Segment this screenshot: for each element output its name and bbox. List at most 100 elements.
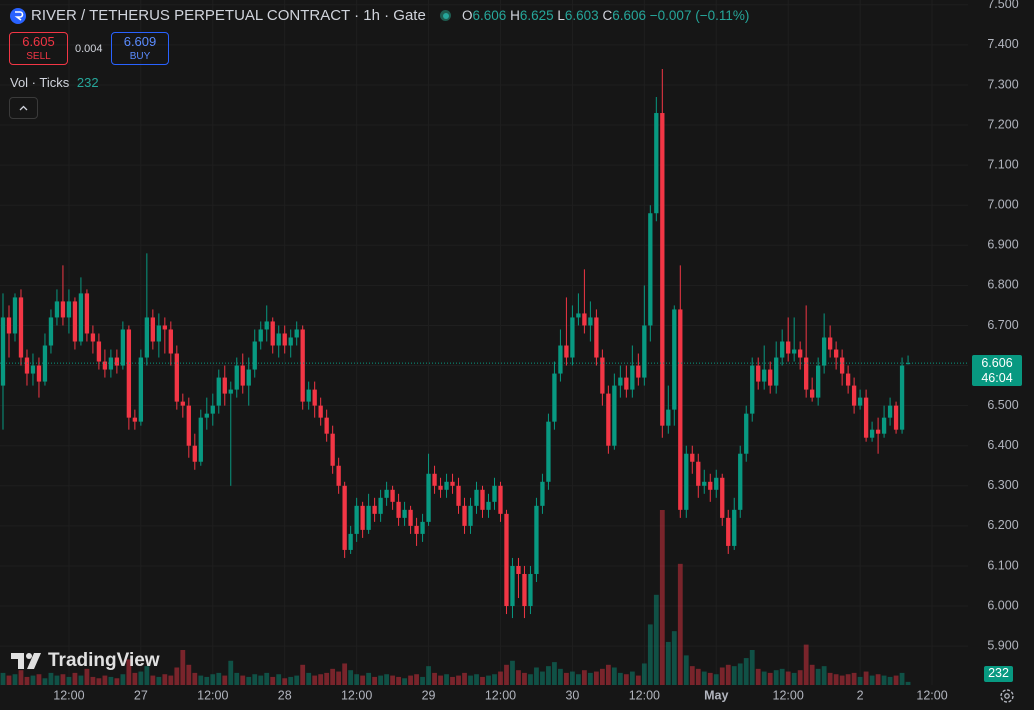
candle-body: [378, 497, 383, 514]
candle-body: [108, 357, 114, 370]
collapse-button[interactable]: [9, 97, 38, 119]
buy-button[interactable]: 6.609 BUY: [111, 32, 169, 65]
volume-bar: [833, 674, 839, 685]
volume-bar: [791, 672, 797, 685]
candle-body: [384, 489, 389, 498]
volume-bar: [240, 675, 246, 685]
volume-bar: [372, 676, 378, 685]
volume-bar: [492, 674, 497, 685]
settings-button[interactable]: [997, 686, 1017, 706]
candle-body: [420, 521, 425, 534]
chart-title: RIVER / TETHERUS PERPETUAL CONTRACT · 1h…: [31, 7, 426, 24]
volume-bar: [150, 675, 156, 685]
candle-body: [162, 325, 167, 330]
volume-bar: [96, 678, 102, 685]
x-tick-label: 30: [565, 688, 579, 702]
buy-price: 6.609: [123, 34, 157, 49]
ohlc-legend: O6.606 H6.625 L6.603 C6.606 −0.007 (−0.1…: [462, 8, 749, 23]
volume-bar: [665, 641, 671, 685]
spread: 0.004: [75, 43, 103, 55]
candle-body: [857, 397, 863, 406]
volume-title: Vol · Ticks: [10, 75, 70, 90]
x-tick-label: 27: [134, 688, 148, 702]
candle-body: [600, 357, 605, 394]
candle-body: [294, 329, 299, 338]
volume-bar: [785, 671, 791, 685]
candle-body: [708, 481, 713, 490]
candle-body: [360, 505, 365, 530]
candle-body: [348, 533, 353, 550]
candle-body: [180, 401, 185, 406]
volume-bar: [474, 674, 479, 685]
volume-bar: [809, 664, 815, 685]
volume-bar: [815, 668, 821, 685]
candle-body: [84, 293, 90, 334]
x-tick-label: 12:00: [629, 688, 660, 702]
candle-body: [702, 481, 707, 486]
candle-body: [774, 357, 779, 386]
volume-bar: [671, 631, 677, 685]
x-tick-label: 12:00: [916, 688, 947, 702]
status-dot: [440, 10, 451, 21]
sell-button[interactable]: 6.605 SELL: [9, 32, 68, 65]
candle-body: [845, 373, 851, 386]
candle-body: [564, 345, 569, 358]
volume-bar: [192, 672, 198, 685]
candle-body: [354, 505, 359, 534]
volume-bar: [827, 672, 833, 685]
candle-body: [690, 453, 695, 462]
x-tick-label: 28: [278, 688, 292, 702]
y-tick-label: 6.900: [987, 238, 1018, 252]
candle-body: [288, 337, 293, 346]
volume-bar: [641, 663, 647, 685]
candle-body: [408, 509, 413, 526]
volume-bar: [114, 678, 120, 685]
candle-body: [756, 365, 761, 382]
candle-body: [552, 373, 557, 422]
candle-body: [126, 329, 132, 418]
volume-bar: [576, 674, 581, 685]
volume-bar: [863, 671, 869, 685]
volume-bar: [689, 666, 695, 685]
volume-bar: [18, 670, 24, 685]
candle-body: [869, 429, 875, 438]
volume-bar: [324, 672, 330, 685]
candle-body: [576, 313, 581, 318]
candle-body: [654, 113, 659, 214]
candle-body: [474, 489, 479, 506]
volume-bar: [276, 674, 282, 685]
volume-bar: [180, 650, 186, 685]
candle-body: [144, 317, 150, 358]
candle-body: [558, 345, 563, 374]
volume-bar: [707, 672, 713, 685]
candle-body: [372, 505, 377, 514]
candle-body: [276, 333, 281, 346]
volume-bar: [138, 671, 144, 685]
volume-bar: [743, 658, 749, 685]
legend-value: 6.603: [564, 8, 599, 23]
volume-bar: [468, 675, 473, 685]
candle-body: [252, 341, 257, 370]
candle-body: [582, 313, 587, 326]
candle-body: [204, 413, 209, 418]
candle-body: [324, 417, 329, 434]
y-tick-label: 6.000: [987, 598, 1018, 612]
candle-body: [216, 377, 221, 406]
candle-body: [54, 301, 60, 318]
volume-bar: [749, 650, 755, 685]
volume-bar: [264, 672, 270, 685]
legend-label: O: [462, 8, 473, 23]
y-tick-label: 6.300: [987, 478, 1018, 492]
candle-body: [492, 485, 497, 502]
volume-bar: [677, 563, 683, 685]
volume-bar: [546, 666, 551, 685]
candle-body: [174, 353, 179, 402]
volume-bar: [713, 674, 719, 685]
volume-bar: [120, 674, 126, 685]
candle-body: [899, 365, 905, 430]
volume-bar: [246, 676, 252, 685]
change-percent: (−0.11%): [695, 8, 750, 23]
candle-body: [821, 337, 827, 366]
volume-bar: [126, 659, 132, 685]
candle-body: [660, 113, 665, 426]
